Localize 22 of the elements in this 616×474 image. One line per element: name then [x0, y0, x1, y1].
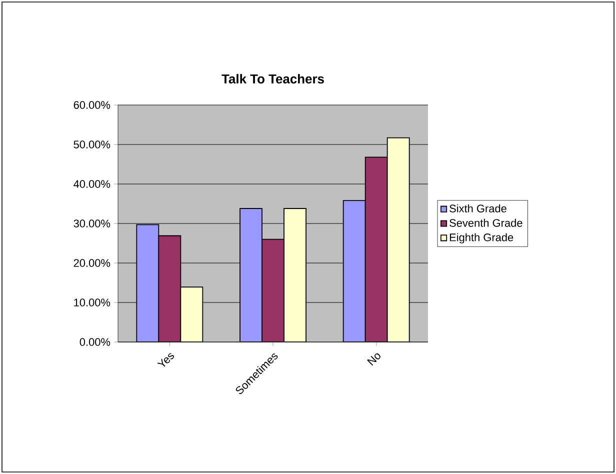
- legend-label: Eighth Grade: [450, 233, 514, 244]
- y-tick-label: 30.00%: [74, 220, 110, 228]
- bar: [136, 224, 160, 342]
- y-tick-label: 50.00%: [74, 140, 110, 148]
- bar: [240, 208, 262, 342]
- x-tick-label: No: [367, 353, 380, 366]
- legend-label: Sixth Grade: [450, 204, 506, 212]
- bar: [158, 235, 182, 342]
- y-tick-label: 60.00%: [74, 101, 110, 109]
- y-tick-label: 40.00%: [74, 180, 110, 188]
- y-tick-label: 0.00%: [80, 338, 110, 346]
- x-tick-label: Yes: [157, 353, 174, 367]
- bar: [180, 286, 204, 342]
- y-tick-label: 10.00%: [74, 298, 110, 306]
- legend-label: Seventh Grade: [450, 218, 522, 227]
- bar: [386, 137, 410, 342]
- bar: [342, 200, 366, 342]
- chart-title: Talk To Teachers: [222, 74, 324, 84]
- y-tick-label: 20.00%: [74, 259, 110, 267]
- bar: [364, 156, 388, 342]
- bar: [284, 208, 306, 342]
- bar: [262, 238, 284, 342]
